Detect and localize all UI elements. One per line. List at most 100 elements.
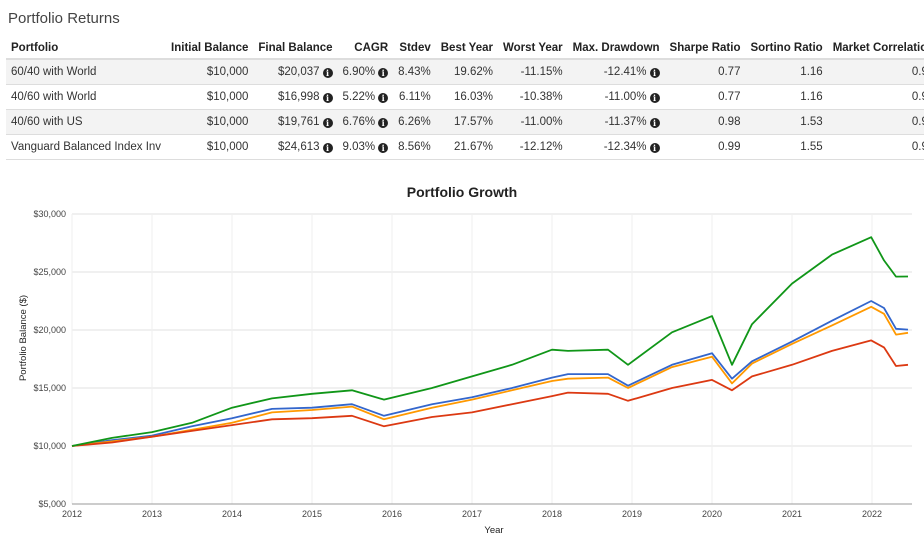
cell-final: $20,037 i	[253, 59, 338, 85]
col-header-sharpe[interactable]: Sharpe Ratio	[664, 38, 746, 60]
y-tick-label: $20,000	[33, 325, 66, 335]
info-circle-icon[interactable]: i	[378, 68, 389, 78]
cell-sortino: 1.53	[745, 109, 828, 135]
cell-cagr-value: 6.90%	[342, 66, 376, 78]
x-tick-label: 2020	[702, 509, 722, 519]
series-line-4	[71, 236, 909, 447]
col-header-sortino[interactable]: Sortino Ratio	[745, 38, 828, 60]
info-circle-icon[interactable]: i	[649, 93, 660, 103]
cell-stdev: 6.26%	[393, 109, 436, 135]
cell-best-year: 17.57%	[435, 109, 498, 135]
col-header-max-drawdown[interactable]: Max. Drawdown	[567, 38, 665, 60]
series-line-2	[71, 305, 909, 447]
col-header-stdev[interactable]: Stdev	[393, 38, 436, 60]
portfolio-growth-chart: Portfolio Growth $5,000 $10,000 $15,000 $20…	[18, 184, 912, 535]
x-tick-label: 2021	[782, 509, 802, 519]
y-tick-label: $30,000	[33, 209, 66, 219]
cell-cagr-value: 5.22%	[342, 91, 376, 103]
cell-initial: $10,000	[166, 84, 254, 110]
cell-drawdown: -12.34% i	[567, 134, 665, 160]
info-circle-icon[interactable]: i	[649, 68, 660, 78]
cell-sortino: 1.16	[745, 59, 828, 85]
cell-portfolio: 60/40 with World	[6, 59, 167, 85]
info-circle-icon[interactable]: i	[649, 143, 660, 153]
y-axis-label: Portfolio Balance ($)	[18, 295, 29, 381]
cell-correlation: 0.90	[827, 84, 924, 110]
col-header-best-year[interactable]: Best Year	[435, 38, 498, 60]
cell-final: $19,761 i	[253, 109, 338, 135]
col-header-final-balance[interactable]: Final Balance	[253, 38, 338, 60]
x-tick-label: 2016	[382, 509, 402, 519]
cell-best-year: 21.67%	[435, 134, 498, 160]
info-circle-icon[interactable]: i	[322, 68, 333, 78]
portfolio-returns-table: Portfolio Initial Balance Final Balance …	[6, 38, 924, 160]
info-circle-icon[interactable]: i	[322, 143, 333, 153]
cell-cagr: 5.22% i	[337, 84, 394, 110]
cell-worst-year: -11.00%	[497, 109, 568, 135]
x-tick-label: 2013	[142, 509, 162, 519]
table-row: 40/60 with US $10,000 $19,761 i 6.76% i 6.…	[6, 109, 924, 135]
info-circle-icon[interactable]: i	[378, 118, 389, 128]
info-circle-icon[interactable]: i	[378, 93, 389, 103]
cell-stdev: 8.56%	[393, 134, 436, 160]
cell-drawdown-value: -11.00%	[604, 91, 647, 103]
cell-drawdown: -11.00% i	[567, 84, 665, 110]
chart-series	[71, 236, 909, 447]
chart-grid	[71, 213, 912, 505]
cell-correlation: 0.95	[827, 59, 924, 85]
cell-worst-year: -12.12%	[497, 134, 568, 160]
cell-final: $16,998 i	[253, 84, 338, 110]
cell-best-year: 19.62%	[435, 59, 498, 85]
cell-final-value: $19,761	[277, 116, 320, 128]
table-row: 40/60 with World $10,000 $16,998 i 5.22% i…	[6, 84, 924, 110]
cell-sharpe: 0.77	[664, 84, 746, 110]
cell-worst-year: -11.15%	[497, 59, 568, 85]
cell-cagr-value: 9.03%	[342, 141, 376, 153]
cell-sharpe: 0.99	[664, 134, 746, 160]
col-header-market-correlation[interactable]: Market Correlation	[827, 38, 924, 60]
cell-cagr: 6.76% i	[337, 109, 394, 135]
cell-cagr-value: 6.76%	[342, 116, 376, 128]
x-tick-label: 2022	[862, 509, 882, 519]
info-circle-icon[interactable]: i	[322, 93, 333, 103]
cell-initial: $10,000	[166, 109, 254, 135]
cell-final-value: $24,613	[277, 141, 320, 153]
cell-stdev: 8.43%	[393, 59, 436, 85]
cell-drawdown: -11.37% i	[567, 109, 665, 135]
y-tick-label: $15,000	[33, 383, 66, 393]
cell-worst-year: -10.38%	[497, 84, 568, 110]
info-circle-icon[interactable]: i	[378, 143, 389, 153]
cell-portfolio: Vanguard Balanced Index Inv	[6, 134, 167, 160]
col-header-worst-year[interactable]: Worst Year	[497, 38, 568, 60]
y-tick-label: $10,000	[33, 441, 66, 451]
cell-final-value: $20,037	[277, 66, 320, 78]
cell-drawdown: -12.41% i	[567, 59, 665, 85]
series-line-3	[71, 339, 909, 447]
y-axis: $5,000 $10,000 $15,000 $20,000 $25,000 $30,00…	[33, 209, 66, 509]
col-header-cagr[interactable]: CAGR	[337, 38, 394, 60]
col-header-portfolio[interactable]: Portfolio	[6, 38, 167, 60]
info-circle-icon[interactable]: i	[649, 118, 660, 128]
info-circle-icon[interactable]: i	[322, 118, 333, 128]
cell-drawdown-value: -12.34%	[603, 141, 647, 153]
cell-portfolio: 40/60 with World	[6, 84, 167, 110]
cell-cagr: 6.90% i	[337, 59, 394, 85]
cell-best-year: 16.03%	[435, 84, 498, 110]
x-axis-label: Year	[484, 525, 503, 535]
chart-title: Portfolio Growth	[407, 184, 517, 200]
table-row: 60/40 with World $10,000 $20,037 i 6.90% i…	[6, 59, 924, 85]
table-row: Vanguard Balanced Index Inv $10,000 $24,…	[6, 134, 924, 160]
cell-final: $24,613 i	[253, 134, 338, 160]
y-tick-label: $5,000	[38, 499, 66, 509]
table-header-row: Portfolio Initial Balance Final Balance …	[6, 38, 924, 60]
cell-stdev: 6.11%	[393, 84, 436, 110]
x-tick-label: 2018	[542, 509, 562, 519]
cell-initial: $10,000	[166, 134, 254, 160]
cell-sharpe: 0.98	[664, 109, 746, 135]
col-header-initial-balance[interactable]: Initial Balance	[166, 38, 254, 60]
cell-drawdown-value: -11.37%	[604, 116, 647, 128]
x-tick-label: 2019	[622, 509, 642, 519]
section-title: Portfolio Returns	[8, 10, 120, 27]
series-line-1	[71, 300, 909, 447]
cell-sortino: 1.55	[745, 134, 828, 160]
